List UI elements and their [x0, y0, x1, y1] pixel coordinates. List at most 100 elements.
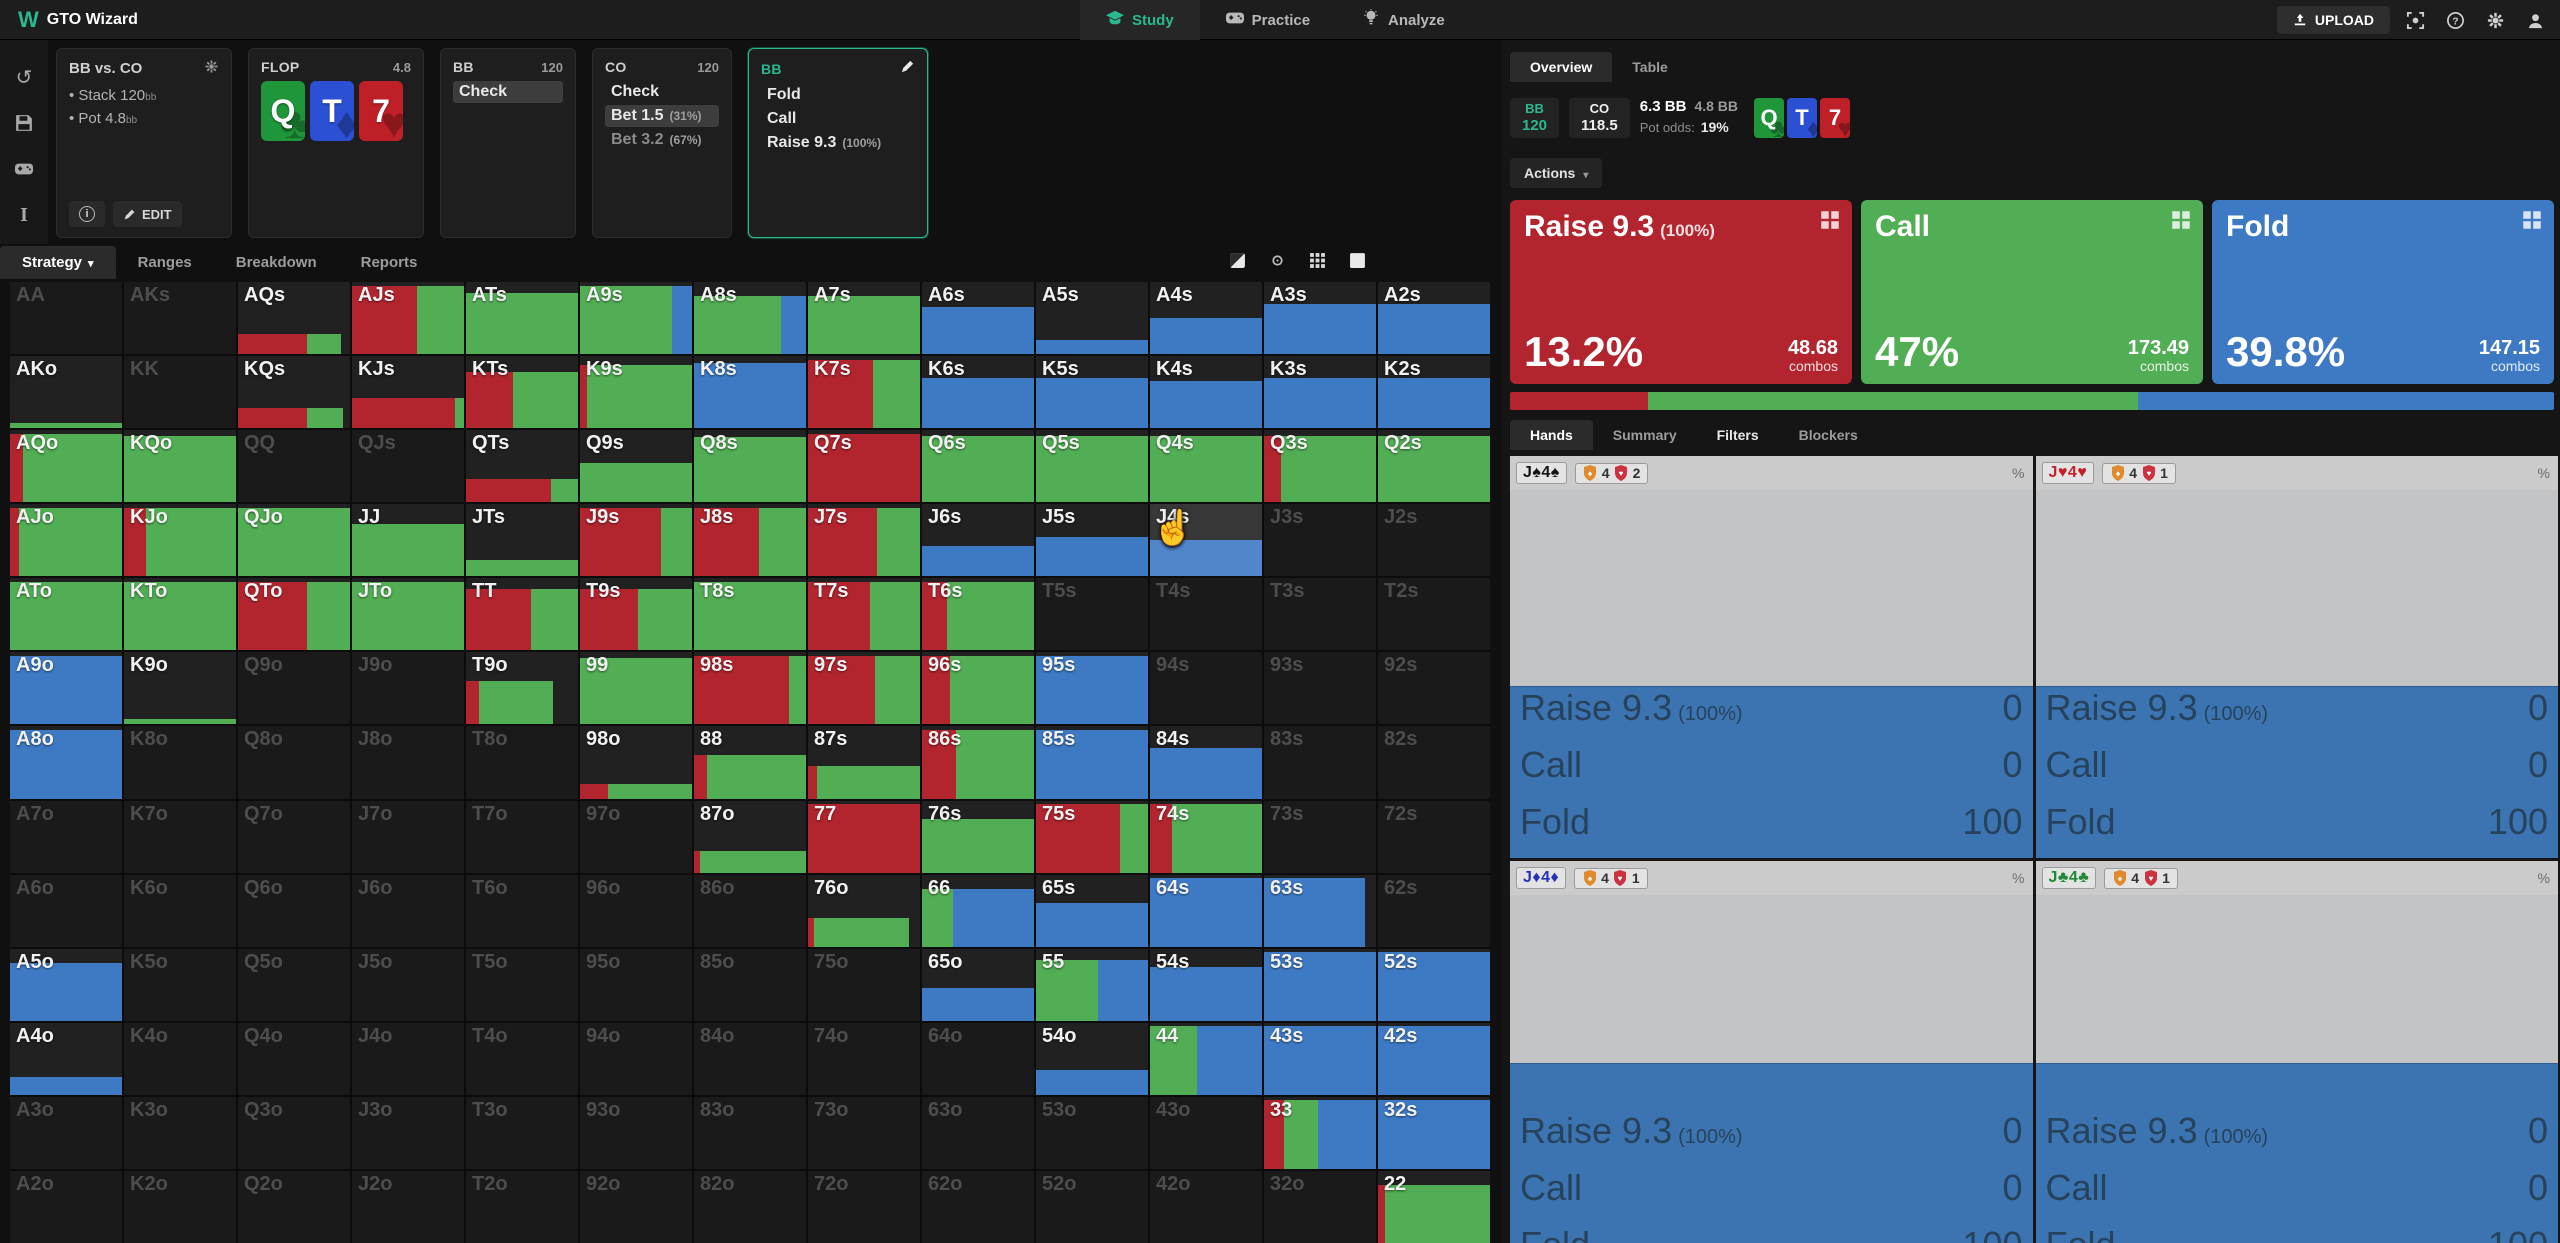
matrix-cell-A4o[interactable]: A4o	[10, 1022, 122, 1095]
matrix-cell-JTo[interactable]: JTo	[352, 578, 464, 651]
edit-button[interactable]: EDIT	[113, 201, 182, 227]
matrix-cell-42s[interactable]: 42s	[1378, 1022, 1490, 1095]
app-logo[interactable]: W GTO Wizard	[0, 7, 156, 33]
matrix-cell-T8s[interactable]: T8s	[694, 578, 806, 651]
matrix-cell-K3s[interactable]: K3s	[1264, 356, 1376, 429]
matrix-cell-93o[interactable]: 93o	[580, 1096, 692, 1169]
matrix-cell-K5s[interactable]: K5s	[1036, 356, 1148, 429]
matrix-cell-KK[interactable]: KK	[124, 356, 236, 429]
matrix-cell-Q9s[interactable]: Q9s	[580, 430, 692, 503]
action-box-call[interactable]: Call 47% 173.49 combos	[1861, 200, 2203, 384]
matrix-cell-32s[interactable]: 32s	[1378, 1096, 1490, 1169]
matrix-cell-65s[interactable]: 65s	[1036, 874, 1148, 947]
matrix-cell-54o[interactable]: 54o	[1036, 1022, 1148, 1095]
matrix-cell-J4o[interactable]: J4o	[352, 1022, 464, 1095]
matrix-cell-K8s[interactable]: K8s	[694, 356, 806, 429]
matrix-cell-K5o[interactable]: K5o	[124, 948, 236, 1021]
matrix-cell-J3o[interactable]: J3o	[352, 1096, 464, 1169]
matrix-cell-73o[interactable]: 73o	[808, 1096, 920, 1169]
matrix-cell-Q3s[interactable]: Q3s	[1264, 430, 1376, 503]
matrix-cell-AQs[interactable]: AQs	[238, 282, 350, 355]
node-action-raise-9-3[interactable]: Raise 9.3 (100%)	[767, 134, 882, 151]
matrix-cell-84o[interactable]: 84o	[694, 1022, 806, 1095]
action-box-fold[interactable]: Fold 39.8% 147.15 combos	[2212, 200, 2554, 384]
matrix-cell-K4s[interactable]: K4s	[1150, 356, 1262, 429]
matrix-cell-KTs[interactable]: KTs	[466, 356, 578, 429]
matrix-cell-33[interactable]: 33	[1264, 1096, 1376, 1169]
node-action-call[interactable]: Call	[767, 110, 797, 127]
node-action-fold[interactable]: Fold	[767, 86, 801, 103]
matrix-cell-J7o[interactable]: J7o	[352, 800, 464, 873]
tab-hands[interactable]: Hands	[1510, 420, 1593, 450]
matrix-cell-AA[interactable]: AA	[10, 282, 122, 355]
node-action-check[interactable]: Check	[453, 81, 563, 103]
node-action-check[interactable]: Check	[611, 83, 660, 100]
matrix-cell-KTo[interactable]: KTo	[124, 578, 236, 651]
node-action-bet-1-5[interactable]: Bet 1.5 (31%)	[605, 105, 719, 127]
scan-icon[interactable]	[2400, 5, 2430, 35]
matrix-cell-66[interactable]: 66	[922, 874, 1034, 947]
matrix-cell-T5o[interactable]: T5o	[466, 948, 578, 1021]
flop-node[interactable]: FLOP 4.8 ♣ Q ♦ T ♥ 7	[248, 48, 424, 238]
square-icon[interactable]	[1344, 247, 1370, 273]
matrix-cell-64o[interactable]: 64o	[922, 1022, 1034, 1095]
matrix-cell-J4s[interactable]: J4s	[1150, 504, 1262, 577]
matrix-cell-92s[interactable]: 92s	[1378, 652, 1490, 725]
matrix-cell-99[interactable]: 99	[580, 652, 692, 725]
matrix-cell-K2o[interactable]: K2o	[124, 1170, 236, 1243]
matrix-cell-92o[interactable]: 92o	[580, 1170, 692, 1243]
settings-gear-icon[interactable]	[2480, 5, 2510, 35]
spot-settings-gear-icon[interactable]	[204, 59, 219, 78]
matrix-cell-94s[interactable]: 94s	[1150, 652, 1262, 725]
nav-analyze[interactable]: Analyze	[1336, 0, 1471, 40]
matrix-cell-T6o[interactable]: T6o	[466, 874, 578, 947]
hand-card-J4[interactable]: J♠4♠ ♠ 4 ♥ 2% Raise 9.3 (100%) 0 Call 0 Fold 100	[1510, 456, 2033, 858]
matrix-cell-TT[interactable]: TT	[466, 578, 578, 651]
matrix-cell-54s[interactable]: 54s	[1150, 948, 1262, 1021]
tab-ranges[interactable]: Ranges	[137, 253, 192, 271]
matrix-cell-J5o[interactable]: J5o	[352, 948, 464, 1021]
matrix-cell-K6o[interactable]: K6o	[124, 874, 236, 947]
matrix-cell-ATs[interactable]: ATs	[466, 282, 578, 355]
matrix-cell-83s[interactable]: 83s	[1264, 726, 1376, 799]
hand-card-J4[interactable]: J♥4♥ ♠ 4 ♥ 1% Raise 9.3 (100%) 0 Call 0 Fold 100	[2035, 456, 2558, 858]
matrix-cell-A9s[interactable]: A9s	[580, 282, 692, 355]
matrix-cell-J8s[interactable]: J8s	[694, 504, 806, 577]
matrix-cell-T4s[interactable]: T4s	[1150, 578, 1262, 651]
matrix-cell-Q5s[interactable]: Q5s	[1036, 430, 1148, 503]
tab-overview[interactable]: Overview	[1510, 52, 1613, 82]
matrix-cell-A5o[interactable]: A5o	[10, 948, 122, 1021]
matrix-cell-98o[interactable]: 98o	[580, 726, 692, 799]
matrix-cell-T3o[interactable]: T3o	[466, 1096, 578, 1169]
matrix-cell-94o[interactable]: 94o	[580, 1022, 692, 1095]
matrix-cell-QJo[interactable]: QJo	[238, 504, 350, 577]
matrix-cell-A3o[interactable]: A3o	[10, 1096, 122, 1169]
account-avatar-icon[interactable]	[2520, 5, 2550, 35]
matrix-cell-AKo[interactable]: AKo	[10, 356, 122, 429]
matrix-cell-T7o[interactable]: T7o	[466, 800, 578, 873]
matrix-cell-85s[interactable]: 85s	[1036, 726, 1148, 799]
edit-node-pencil-icon[interactable]	[900, 59, 915, 78]
matrix-cell-J9s[interactable]: J9s	[580, 504, 692, 577]
matrix-cell-J8o[interactable]: J8o	[352, 726, 464, 799]
matrix-cell-65o[interactable]: 65o	[922, 948, 1034, 1021]
matrix-cell-K9o[interactable]: K9o	[124, 652, 236, 725]
grid-icon[interactable]	[1304, 247, 1330, 273]
tab-table[interactable]: Table	[1632, 59, 1668, 75]
matrix-cell-J6s[interactable]: J6s	[922, 504, 1034, 577]
matrix-cell-Q6s[interactable]: Q6s	[922, 430, 1034, 503]
matrix-cell-76s[interactable]: 76s	[922, 800, 1034, 873]
matrix-cell-55[interactable]: 55	[1036, 948, 1148, 1021]
reset-icon[interactable]: ↺	[15, 66, 33, 89]
matrix-cell-QTo[interactable]: QTo	[238, 578, 350, 651]
matrix-cell-75o[interactable]: 75o	[808, 948, 920, 1021]
matrix-cell-43o[interactable]: 43o	[1150, 1096, 1262, 1169]
matrix-cell-62s[interactable]: 62s	[1378, 874, 1490, 947]
matrix-cell-T9s[interactable]: T9s	[580, 578, 692, 651]
matrix-cell-Q8s[interactable]: Q8s	[694, 430, 806, 503]
matrix-cell-A2s[interactable]: A2s	[1378, 282, 1490, 355]
matrix-cell-AJs[interactable]: AJs	[352, 282, 464, 355]
matrix-cell-86s[interactable]: 86s	[922, 726, 1034, 799]
